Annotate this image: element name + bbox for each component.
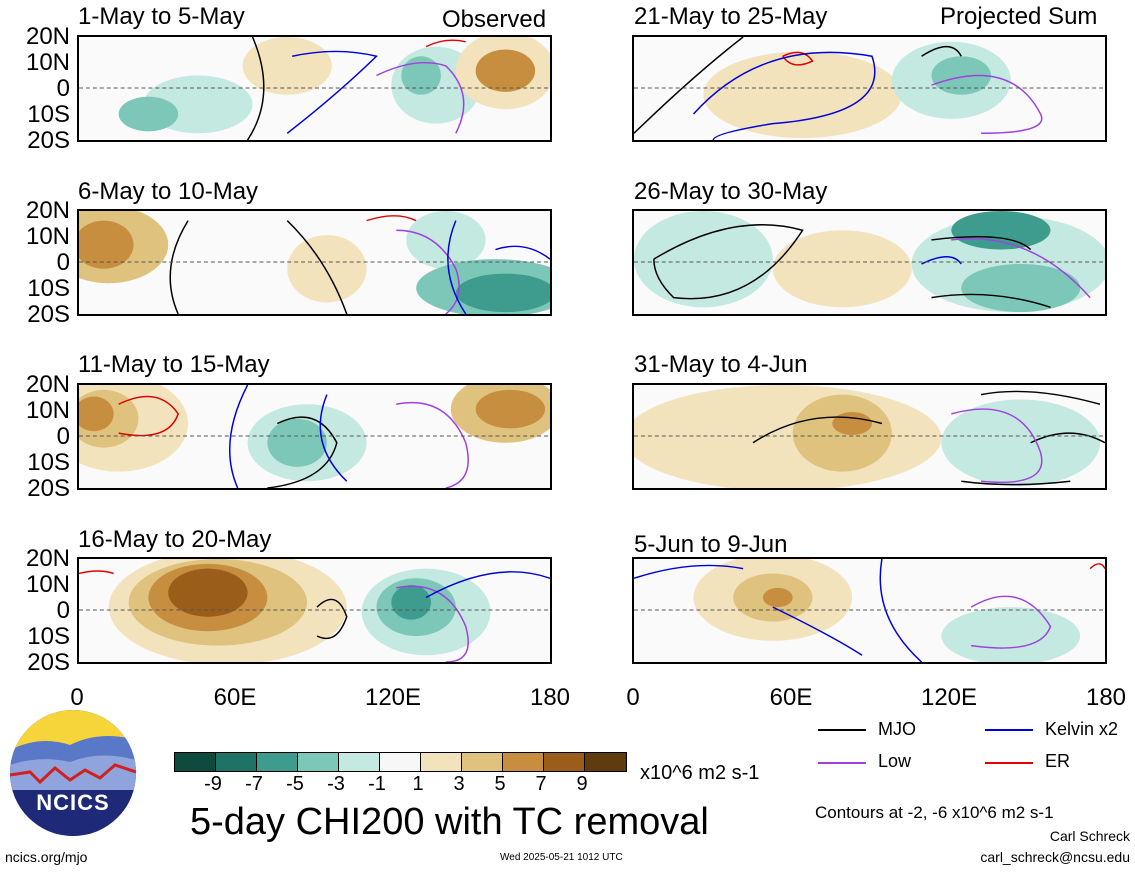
lon-label: 180 (529, 684, 571, 711)
legend-swatch (985, 729, 1033, 731)
map-panel (77, 383, 552, 490)
legend-swatch (985, 762, 1033, 764)
contour-note: Contours at -2, -6 x10^6 m2 s-1 (815, 803, 1054, 822)
map-panel (632, 209, 1107, 316)
lat-label: 10S (27, 623, 70, 650)
map-panel (77, 557, 552, 664)
timestamp: Wed 2025-05-21 1012 UTC (500, 852, 623, 863)
colorbar-tick: -5 (286, 773, 304, 795)
lat-label: 20S (27, 475, 70, 502)
colorbar-swatch (298, 753, 339, 771)
panel-title: 26-May to 30-May (634, 178, 828, 205)
colorbar-swatch (421, 753, 462, 771)
map-panel (632, 557, 1107, 664)
colorbar (174, 752, 627, 772)
lat-label: 0 (56, 249, 70, 276)
lon-label: 180 (1085, 684, 1127, 711)
colorbar-tick: 7 (535, 773, 547, 795)
site-url[interactable]: ncics.org/mjo (5, 849, 88, 865)
lon-label: 60E (769, 684, 813, 711)
projected-header: Projected Sum (940, 3, 1098, 30)
colorbar-tick: 9 (576, 773, 588, 795)
colorbar-tick: 5 (494, 773, 506, 795)
panel-title: 6-May to 10-May (78, 178, 259, 205)
legend-label: Kelvin x2 (1045, 719, 1119, 739)
panel-title: 31-May to 4-Jun (634, 351, 808, 378)
lat-label: 20S (27, 127, 70, 154)
colorbar-tick: 1 (412, 773, 424, 795)
author: Carl Schreck (1049, 828, 1130, 844)
author-email[interactable]: carl_schreck@ncsu.edu (980, 849, 1130, 865)
lat-label: 0 (56, 597, 70, 624)
observed-header: Observed (442, 6, 547, 33)
colorbar-swatch (216, 753, 257, 771)
panel-title: 1-May to 5-May (78, 3, 245, 30)
lat-label: 10N (25, 49, 70, 76)
lon-label: 120E (364, 684, 422, 711)
colorbar-swatch (339, 753, 380, 771)
colorbar-swatch (544, 753, 585, 771)
main-title: 5-day CHI200 with TC removal (190, 801, 709, 843)
panel-title: 11-May to 15-May (78, 351, 270, 378)
panel-title: 5-Jun to 9-Jun (634, 531, 788, 558)
colorbar-tick: -3 (327, 773, 345, 795)
colorbar-swatch (257, 753, 298, 771)
lat-label: 20S (27, 649, 70, 676)
colorbar-swatch (380, 753, 421, 771)
lat-label: 20N (25, 23, 70, 50)
lat-label: 0 (56, 75, 70, 102)
lon-label: 0 (70, 684, 84, 711)
colorbar-swatch (175, 753, 216, 771)
map-panel (77, 209, 552, 316)
lon-label: 0 (626, 684, 640, 711)
lon-label: 60E (213, 684, 257, 711)
ncics-logo: NCICS (10, 710, 136, 836)
panel-title: 16-May to 20-May (78, 526, 272, 553)
legend-label: Low (878, 751, 912, 771)
lat-label: 20N (25, 197, 70, 224)
map-panel (632, 35, 1107, 142)
colorbar-swatch (503, 753, 544, 771)
colorbar-tick: -9 (204, 773, 222, 795)
colorbar-tick: -1 (368, 773, 386, 795)
legend-swatch (818, 729, 866, 731)
lat-label: 10N (25, 223, 70, 250)
legend-label: MJO (878, 719, 916, 739)
lat-label: 10N (25, 571, 70, 598)
logo-text: NCICS (36, 790, 110, 815)
lat-label: 10S (27, 449, 70, 476)
lat-label: 20N (25, 545, 70, 572)
colorbar-tick: 3 (453, 773, 465, 795)
lon-label: 120E (920, 684, 978, 711)
lat-label: 20N (25, 371, 70, 398)
map-panel (632, 383, 1107, 490)
map-panel (77, 35, 552, 142)
colorbar-swatch (585, 753, 626, 771)
lat-label: 20S (27, 301, 70, 328)
lat-label: 10S (27, 275, 70, 302)
lat-label: 10S (27, 101, 70, 128)
colorbar-units: x10^6 m2 s-1 (640, 762, 760, 784)
colorbar-swatch (462, 753, 503, 771)
legend-label: ER (1045, 751, 1071, 771)
panel-title: 21-May to 25-May (634, 3, 828, 30)
colorbar-tick: -7 (245, 773, 263, 795)
legend-swatch (818, 762, 866, 764)
lat-label: 0 (56, 423, 70, 450)
lat-label: 10N (25, 397, 70, 424)
